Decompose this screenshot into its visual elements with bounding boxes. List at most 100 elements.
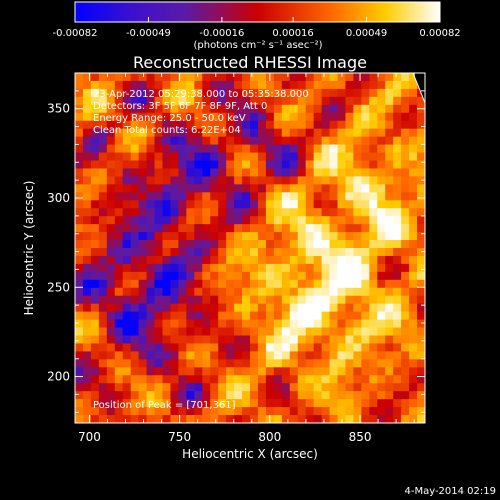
- heatmap-cell: [297, 383, 307, 392]
- heatmap-cell: [82, 335, 92, 345]
- heatmap-cell: [289, 263, 299, 273]
- heatmap-cell: [321, 263, 331, 273]
- heatmap-cell: [90, 192, 100, 201]
- heatmap-cell: [297, 319, 307, 329]
- heatmap-cell: [98, 112, 108, 122]
- heatmap-cell: [122, 311, 132, 321]
- heatmap-cell: [265, 351, 275, 360]
- heatmap-cell: [178, 136, 187, 146]
- heatmap-cell: [75, 136, 84, 146]
- heatmap-cell: [242, 248, 251, 257]
- heatmap-cell: [401, 287, 410, 297]
- heatmap-cell: [313, 160, 323, 170]
- heatmap-cell: [162, 80, 172, 90]
- heatmap-cell: [265, 112, 275, 122]
- heatmap-cell: [82, 88, 92, 98]
- heatmap-cell: [210, 351, 219, 360]
- heatmap-cell: [162, 232, 172, 241]
- heatmap-cell: [138, 208, 148, 217]
- heatmap-cell: [257, 399, 267, 408]
- heatmap-cell: [297, 248, 307, 257]
- heatmap-cell: [154, 399, 164, 408]
- heatmap-cell: [98, 208, 108, 217]
- heatmap-cell: [186, 287, 195, 297]
- heatmap-cell: [146, 160, 156, 170]
- heatmap-cell: [385, 184, 394, 193]
- heatmap-cell: [305, 240, 315, 249]
- heatmap-cell: [154, 303, 164, 313]
- heatmap-cell: [337, 391, 347, 400]
- heatmap-cell: [242, 176, 251, 185]
- heatmap-cell: [114, 279, 124, 289]
- heatmap-cell: [289, 144, 299, 154]
- heatmap-cell: [218, 287, 227, 297]
- heatmap-cell: [106, 208, 116, 217]
- heatmap-cell: [122, 327, 132, 337]
- heatmap-cell: [401, 399, 410, 408]
- heatmap-cell: [273, 136, 283, 146]
- heatmap-cell: [305, 216, 315, 225]
- heatmap-cell: [321, 359, 331, 368]
- heatmap-cell: [313, 255, 323, 265]
- heatmap-cell: [82, 407, 92, 416]
- heatmap-cell: [178, 415, 187, 423]
- heatmap-cell: [242, 263, 251, 273]
- heatmap-cell: [393, 112, 402, 122]
- heatmap-cell: [202, 359, 211, 368]
- heatmap-cell: [345, 200, 355, 209]
- y-tick-label: 200: [47, 370, 70, 384]
- heatmap-cell: [226, 152, 235, 162]
- heatmap-cell: [98, 367, 108, 376]
- heatmap-cell: [202, 96, 211, 106]
- heatmap-cell: [393, 303, 402, 313]
- heatmap-cell: [313, 88, 323, 98]
- heatmap-cell: [313, 248, 323, 257]
- heatmap-cell: [242, 407, 251, 416]
- heatmap-cell: [401, 391, 410, 400]
- heatmap-cell: [417, 311, 425, 321]
- heatmap-cell: [226, 351, 235, 360]
- heatmap-cell: [130, 96, 140, 106]
- heatmap-cell: [178, 391, 187, 400]
- heatmap-cell: [393, 399, 402, 408]
- heatmap-cell: [130, 248, 140, 257]
- heatmap-cell: [146, 255, 156, 265]
- heatmap-cell: [146, 415, 156, 423]
- heatmap-cell: [369, 383, 378, 392]
- heatmap-cell: [170, 232, 180, 241]
- heatmap-cell: [297, 128, 307, 138]
- heatmap-cell: [186, 168, 195, 178]
- heatmap-cell: [265, 192, 275, 201]
- heatmap-cell: [250, 224, 259, 233]
- heatmap-cell: [146, 80, 156, 90]
- heatmap-cell: [250, 152, 259, 162]
- heatmap-cell: [106, 327, 116, 337]
- heatmap-cell: [138, 319, 148, 329]
- heatmap-cell: [401, 112, 410, 122]
- heatmap-cell: [218, 216, 227, 225]
- heatmap-cell: [361, 287, 370, 297]
- heatmap-cell: [242, 279, 251, 289]
- heatmap-cell: [98, 295, 108, 305]
- heatmap-cell: [114, 319, 124, 329]
- heatmap-cell: [401, 232, 410, 241]
- heatmap-cell: [313, 399, 323, 408]
- heatmap-cell: [369, 136, 378, 146]
- heatmap-cell: [146, 73, 156, 82]
- heatmap-cell: [401, 295, 410, 305]
- heatmap-cell: [353, 136, 362, 146]
- heatmap-cell: [186, 383, 195, 392]
- heatmap-cell: [98, 319, 108, 329]
- heatmap-cell: [257, 208, 267, 217]
- heatmap-cell: [369, 335, 378, 345]
- heatmap-cell: [90, 112, 100, 122]
- heatmap-cell: [146, 407, 156, 416]
- heatmap-cell: [106, 279, 116, 289]
- heatmap-cell: [146, 184, 156, 193]
- heatmap-cell: [385, 176, 394, 185]
- heatmap-cell: [250, 104, 259, 114]
- heatmap-cell: [409, 343, 418, 353]
- heatmap-cell: [98, 375, 108, 384]
- heatmap-cell: [369, 327, 378, 337]
- heatmap-cell: [186, 80, 195, 90]
